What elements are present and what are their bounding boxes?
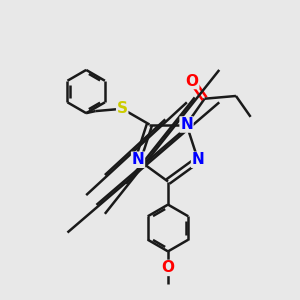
Text: S: S — [117, 101, 128, 116]
Text: O: O — [186, 74, 199, 88]
Text: N: N — [180, 117, 193, 132]
Text: O: O — [161, 260, 175, 275]
Text: N: N — [192, 152, 204, 167]
Text: N: N — [132, 152, 144, 167]
